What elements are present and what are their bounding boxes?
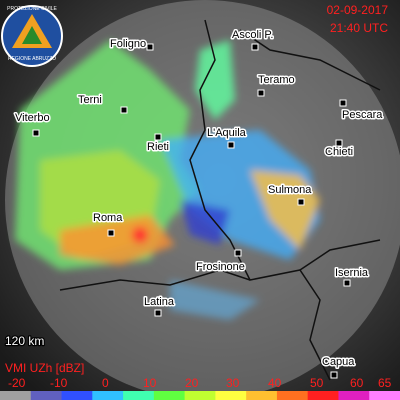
city-marker — [146, 43, 154, 51]
city-label: Pescara — [342, 109, 383, 121]
borders — [59, 19, 381, 381]
logo: PROTEZIONE CIVILE REGIONE ABRUZZO — [1, 5, 63, 67]
city-marker — [343, 279, 351, 287]
city-marker — [330, 371, 338, 379]
legend-tick-label: 20 — [185, 376, 199, 390]
color-swatch — [153, 391, 186, 400]
color-swatch — [92, 391, 124, 400]
city-label: Teramo — [258, 74, 295, 86]
legend-tick-label: 30 — [226, 376, 240, 390]
color-swatch — [307, 391, 339, 400]
color-swatch — [0, 391, 32, 400]
color-swatch — [184, 391, 216, 400]
city-label: Latina — [144, 296, 175, 308]
logo-bottom: REGIONE ABRUZZO — [8, 56, 56, 62]
color-swatch — [276, 391, 309, 400]
legend-tick-label: -10 — [50, 376, 68, 390]
color-swatch — [215, 391, 247, 400]
time: 21:40 UTC — [330, 21, 388, 35]
city-marker — [32, 129, 40, 137]
city-marker — [154, 309, 162, 317]
color-swatch — [246, 391, 278, 400]
date: 02-09-2017 — [327, 3, 389, 17]
city-marker — [335, 139, 343, 147]
legend-tick-label: -20 — [8, 376, 26, 390]
city-label: Chieti — [325, 146, 353, 158]
city-marker — [120, 106, 128, 114]
city-marker — [297, 198, 305, 206]
legend-tick-label: 65 — [378, 376, 392, 390]
city-label: Capua — [322, 356, 355, 368]
city-label: L'Aquila — [207, 127, 247, 139]
color-swatch — [61, 391, 93, 400]
legend-tick-label: 0 — [102, 376, 109, 390]
city-label: Frosinone — [196, 261, 245, 273]
legend-tick-label: 40 — [268, 376, 282, 390]
echoes — [15, 40, 320, 320]
city-label: Isernia — [335, 267, 369, 279]
city-marker — [339, 99, 347, 107]
color-swatch — [123, 391, 155, 400]
color-swatch — [338, 391, 370, 400]
legend-title: VMI UZh [dBZ] — [5, 361, 84, 375]
cities: Foligno Ascoli P. Teramo Pescara Terni Viterb… — [14, 28, 385, 379]
city-label: Sulmona — [268, 184, 312, 196]
city-label: Foligno — [110, 38, 146, 50]
legend: -20 -10 0 10 20 30 40 50 60 65 — [0, 376, 400, 400]
city-marker — [257, 89, 265, 97]
city-label: Ascoli P. — [232, 29, 273, 41]
city-marker — [251, 43, 259, 51]
city-label: Rieti — [147, 141, 169, 153]
city-marker — [107, 229, 115, 237]
legend-tick-label: 10 — [143, 376, 157, 390]
logo-top: PROTEZIONE CIVILE — [7, 6, 57, 12]
city-label: Terni — [78, 94, 102, 106]
city-marker — [234, 249, 242, 257]
legend-tick-label: 60 — [350, 376, 364, 390]
city-marker — [154, 133, 162, 141]
city-label: Roma — [93, 212, 123, 224]
color-swatch — [30, 391, 63, 400]
city-label: Viterbo — [15, 112, 50, 124]
range-label: 120 km — [5, 334, 44, 348]
legend-tick-label: 50 — [310, 376, 324, 390]
color-swatch — [369, 391, 400, 400]
city-marker — [227, 141, 235, 149]
